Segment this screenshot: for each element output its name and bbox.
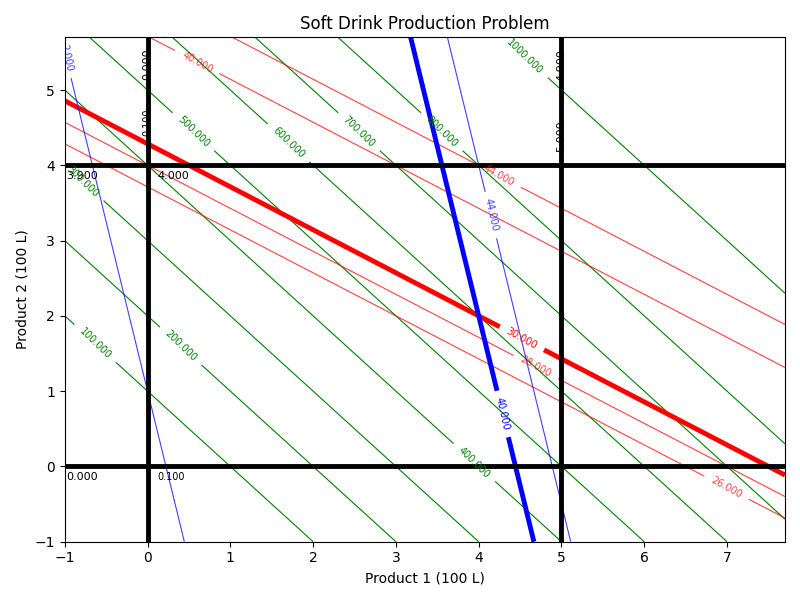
Text: 3.900: 3.900: [66, 172, 98, 181]
Text: 4.000: 4.000: [158, 172, 190, 181]
Text: 0.100: 0.100: [142, 109, 153, 136]
Text: 28.000: 28.000: [518, 355, 553, 380]
Text: 44.000: 44.000: [482, 197, 499, 233]
Text: 300.000: 300.000: [65, 164, 101, 199]
Title: Soft Drink Production Problem: Soft Drink Production Problem: [300, 15, 550, 33]
Text: 40.000: 40.000: [494, 397, 511, 431]
Text: 2.000: 2.000: [58, 43, 74, 73]
Text: 0.000: 0.000: [142, 49, 153, 80]
Text: 200.000: 200.000: [163, 329, 198, 364]
Text: 26.000: 26.000: [710, 475, 744, 500]
Text: 100.000: 100.000: [78, 326, 113, 361]
Text: 40.000: 40.000: [180, 50, 214, 74]
Text: 4.900: 4.900: [557, 49, 566, 80]
Text: 800.000: 800.000: [424, 115, 459, 149]
Text: 400.000: 400.000: [457, 445, 492, 480]
X-axis label: Product 1 (100 L): Product 1 (100 L): [365, 571, 485, 585]
Y-axis label: Product 2 (100 L): Product 2 (100 L): [15, 230, 29, 349]
Text: 5.000: 5.000: [557, 120, 566, 152]
Text: 0.000: 0.000: [66, 472, 98, 482]
Text: 500.000: 500.000: [176, 114, 211, 149]
Text: 0.100: 0.100: [158, 472, 185, 482]
Text: 600.000: 600.000: [270, 125, 306, 160]
Text: 700.000: 700.000: [342, 114, 377, 149]
Text: 44.000: 44.000: [482, 163, 516, 188]
Text: 1000.000: 1000.000: [505, 37, 545, 76]
Text: 30.000: 30.000: [505, 326, 539, 351]
